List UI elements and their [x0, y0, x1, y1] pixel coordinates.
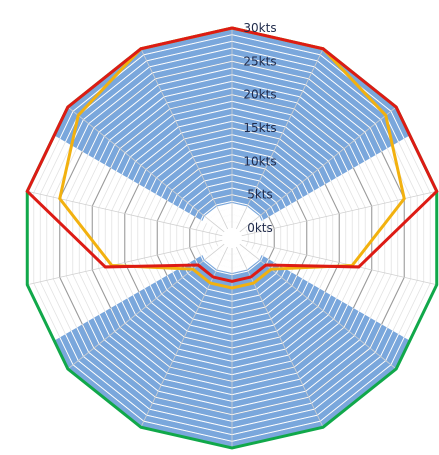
tick-label: 10kts: [243, 154, 276, 168]
tick-label: 5kts: [247, 188, 273, 202]
tick-label: 0kts: [247, 221, 273, 235]
tick-label: 25kts: [243, 54, 276, 68]
tick-label: 15kts: [243, 121, 276, 135]
tick-label: 30kts: [243, 21, 276, 35]
tick-label: 20kts: [243, 88, 276, 102]
